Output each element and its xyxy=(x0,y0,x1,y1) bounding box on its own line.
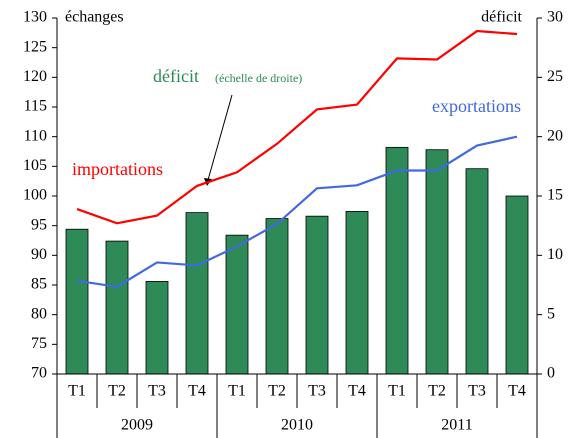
x-tick-label: T2 xyxy=(428,383,446,400)
y2-tick-label: 0 xyxy=(547,365,555,382)
exports-label: exportations xyxy=(432,96,521,116)
x-tick-label: T3 xyxy=(308,383,326,400)
y-tick-label: 125 xyxy=(23,38,47,55)
x-tick-label: T1 xyxy=(228,383,246,400)
imports-label: importations xyxy=(72,159,163,179)
y2-axis-label: déficit xyxy=(481,9,522,26)
y2-tick-label: 5 xyxy=(547,305,555,322)
x-tick-label: T1 xyxy=(68,383,86,400)
y-tick-label: 115 xyxy=(24,98,47,115)
x-tick-label: T3 xyxy=(468,383,486,400)
y-tick-label: 100 xyxy=(23,187,47,204)
y2-tick-label: 25 xyxy=(547,68,563,85)
x-tick-label: T4 xyxy=(348,383,366,400)
bar xyxy=(345,211,369,375)
x-tick-label: T4 xyxy=(188,383,206,400)
y-tick-label: 85 xyxy=(31,276,47,293)
x-tick-label: T4 xyxy=(508,383,526,400)
line xyxy=(76,29,518,225)
bar xyxy=(305,215,329,375)
y2-tick-label: 30 xyxy=(547,9,563,26)
bar xyxy=(265,218,289,375)
y2-tick-label: 15 xyxy=(547,187,563,204)
arrow xyxy=(207,94,233,181)
y-tick-label: 95 xyxy=(31,216,47,233)
bar xyxy=(425,149,449,375)
year-label: 2011 xyxy=(441,417,472,434)
y-tick-label: 120 xyxy=(23,68,47,85)
y-tick-label: 70 xyxy=(31,365,47,382)
bar xyxy=(385,146,409,375)
line xyxy=(76,135,518,288)
y-tick-label: 105 xyxy=(23,157,47,174)
x-tick-label: T2 xyxy=(268,383,286,400)
annotation: (échelle de droite) xyxy=(215,71,302,85)
y-tick-label: 80 xyxy=(31,305,47,322)
bar xyxy=(465,168,489,375)
y2-tick-label: 10 xyxy=(547,246,563,263)
bar xyxy=(505,195,529,375)
bar xyxy=(185,212,209,375)
y-axis-label: échanges xyxy=(65,9,124,26)
year-label: 2009 xyxy=(121,417,153,434)
y-tick-label: 110 xyxy=(24,127,47,144)
year-label: 2010 xyxy=(281,417,313,434)
bar-series-label: déficit xyxy=(153,66,199,86)
y-tick-label: 75 xyxy=(31,335,47,352)
bar xyxy=(105,240,129,375)
x-tick-label: T3 xyxy=(148,383,166,400)
bar xyxy=(225,234,249,375)
bar xyxy=(145,281,169,375)
x-tick-label: T2 xyxy=(108,383,126,400)
y-tick-label: 130 xyxy=(23,9,47,26)
y2-tick-label: 20 xyxy=(547,127,563,144)
x-tick-label: T1 xyxy=(388,383,406,400)
bar xyxy=(65,228,89,375)
y-tick-label: 90 xyxy=(31,246,47,263)
